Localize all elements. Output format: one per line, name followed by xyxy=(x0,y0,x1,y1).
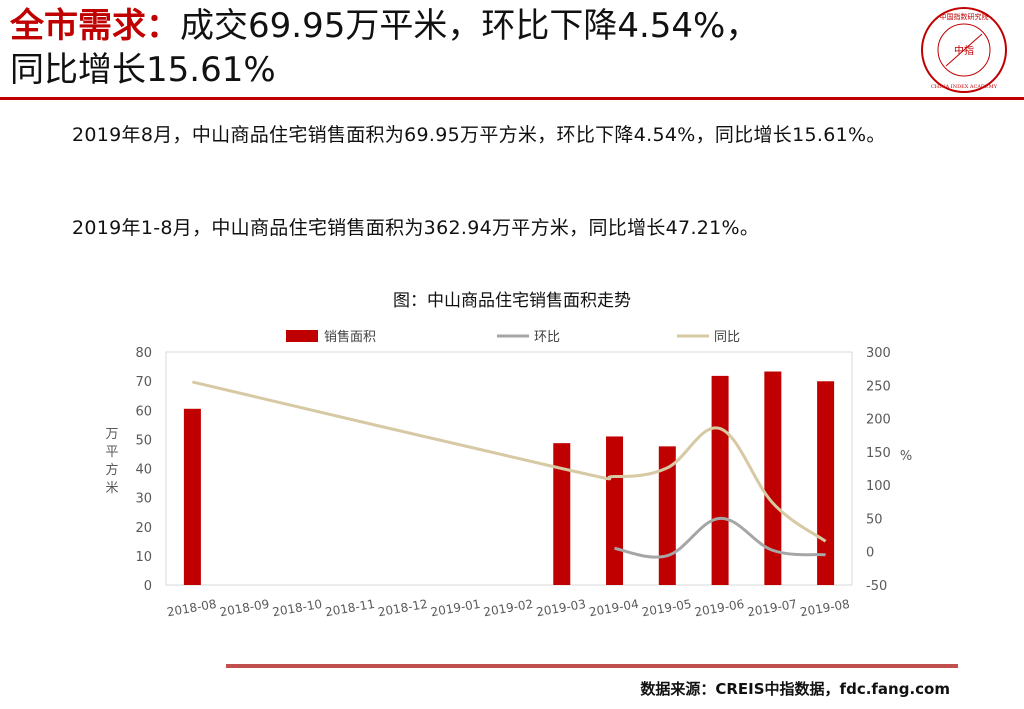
logo-text-cn: 中国指数研究院 xyxy=(940,12,989,21)
y2-tick-label: 200 xyxy=(866,413,891,428)
y-axis-title: 万平方米 xyxy=(105,427,118,496)
x-tick-label: 2019-08 xyxy=(799,597,851,619)
y2-tick-label: 250 xyxy=(866,379,891,394)
legend-label-mom: 环比 xyxy=(534,330,560,345)
bar-sales-area xyxy=(183,408,201,585)
y-tick-label: 60 xyxy=(135,404,152,419)
y-tick-label: 10 xyxy=(135,550,152,565)
line-mom xyxy=(614,516,826,559)
plot-area-border xyxy=(165,351,853,586)
bar-sales-area xyxy=(817,381,835,585)
y2-tick-label: 50 xyxy=(866,512,883,527)
legend-label-sales-area: 销售面积 xyxy=(324,329,376,345)
y-tick-label: 80 xyxy=(135,346,152,361)
y2-axis-title: % xyxy=(900,449,912,464)
y2-tick-label: 100 xyxy=(866,479,891,494)
legend-label-yoy: 同比 xyxy=(714,330,740,345)
x-tick-label: 2018-09 xyxy=(219,597,271,619)
y-tick-label: 70 xyxy=(135,375,152,390)
x-tick-label: 2019-04 xyxy=(588,597,640,619)
y-tick-label: 20 xyxy=(135,521,152,536)
x-tick-label: 2019-06 xyxy=(693,597,745,619)
legend-swatch-sales-area xyxy=(286,330,318,342)
y-tick-label: 50 xyxy=(135,433,152,448)
title-highlight: 全市需求： xyxy=(10,6,180,46)
x-tick-label: 2019-03 xyxy=(535,597,587,619)
x-tick-label: 2019-07 xyxy=(746,597,798,619)
bar-sales-area xyxy=(711,375,729,585)
chart-title: 图：中山商品住宅销售面积走势 xyxy=(393,291,631,311)
y2-tick-label: 0 xyxy=(866,546,874,561)
x-tick-label: 2018-12 xyxy=(377,597,429,619)
line-yoy xyxy=(192,380,827,543)
y2-tick-label: -50 xyxy=(866,579,887,594)
page-title: 全市需求：成交69.95万平米，环比下降4.54%， 同比增长15.61% xyxy=(10,4,910,92)
x-tick-label: 2018-11 xyxy=(324,597,376,619)
x-tick-label: 2019-01 xyxy=(430,597,482,619)
data-source: 数据来源：CREIS中指数据，fdc.fang.com xyxy=(640,680,950,698)
logo-center-text: 中指 xyxy=(954,44,974,57)
logo-text-en: CHINA INDEX ACADEMY xyxy=(931,84,998,90)
title-line2: 同比增长15.61% xyxy=(10,50,276,90)
paragraph-ytd: 2019年1-8月，中山商品住宅销售面积为362.94万平方米，同比增长47.2… xyxy=(72,217,760,239)
y-tick-label: 40 xyxy=(135,463,152,478)
y-tick-label: 0 xyxy=(144,579,152,594)
x-tick-label: 2018-08 xyxy=(166,597,218,619)
x-tick-label: 2019-05 xyxy=(641,597,693,619)
bar-sales-area xyxy=(553,443,571,585)
y2-tick-label: 300 xyxy=(866,346,891,361)
y-tick-label: 30 xyxy=(135,492,152,507)
header-divider xyxy=(0,97,1024,100)
title-line1: 成交69.95万平米，环比下降4.54%， xyxy=(180,6,760,46)
y2-tick-label: 150 xyxy=(866,446,891,461)
china-index-academy-logo: 中国指数研究院 中指 CHINA INDEX ACADEMY xyxy=(921,7,1007,93)
bar-sales-area xyxy=(606,436,624,585)
paragraph-monthly: 2019年8月，中山商品住宅销售面积为69.95万平方米，环比下降4.54%，同… xyxy=(72,124,886,146)
bar-sales-area xyxy=(764,371,782,585)
footer-divider xyxy=(226,664,958,668)
bar-sales-area xyxy=(658,446,676,585)
x-tick-label: 2019-02 xyxy=(482,597,534,619)
x-tick-label: 2018-10 xyxy=(271,597,323,619)
